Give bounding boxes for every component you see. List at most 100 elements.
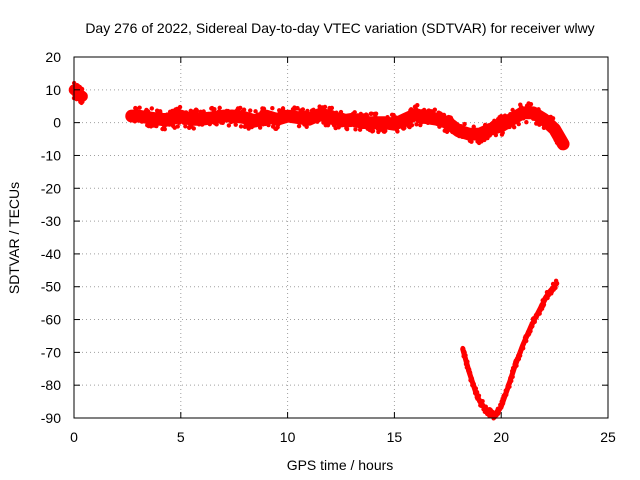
data-point (177, 104, 183, 110)
data-point (501, 126, 506, 131)
y-tick-label: -30 (41, 213, 61, 229)
data-point (463, 353, 468, 358)
data-point (466, 130, 472, 135)
data-point (241, 107, 247, 112)
data-point (516, 121, 521, 127)
data-point (554, 134, 559, 139)
data-point (208, 119, 213, 124)
data-point (352, 110, 357, 115)
data-point (504, 392, 509, 398)
data-point (472, 129, 477, 134)
data-point (279, 116, 284, 122)
data-point (295, 106, 300, 111)
data-point (402, 125, 407, 131)
data-point (259, 109, 264, 115)
data-point (370, 128, 376, 134)
data-point (507, 124, 512, 130)
data-point (555, 125, 560, 130)
data-point (220, 120, 225, 125)
data-point (322, 104, 328, 110)
data-point (80, 94, 85, 99)
data-point (517, 353, 523, 358)
data-point (550, 116, 556, 121)
data-point (267, 119, 272, 124)
data-point (405, 113, 410, 118)
data-point (524, 338, 529, 344)
data-point (158, 112, 164, 117)
data-point (351, 122, 357, 128)
data-point (509, 378, 514, 384)
data-point (500, 401, 506, 406)
series-segment-2 (125, 101, 570, 151)
data-point (225, 108, 231, 114)
data-point (509, 115, 515, 120)
data-point (511, 125, 517, 130)
data-point (185, 111, 190, 117)
chart-title: Day 276 of 2022, Sidereal Day-to-day VTE… (85, 20, 594, 36)
data-point (469, 139, 474, 144)
data-point (463, 134, 469, 140)
y-tick-label: 20 (45, 49, 61, 65)
series-segment-3 (460, 278, 560, 421)
data-point (507, 384, 512, 389)
data-point (465, 359, 470, 364)
data-point (504, 388, 510, 393)
data-point (261, 106, 267, 111)
x-tick-label: 25 (600, 429, 616, 445)
data-point (276, 121, 281, 127)
data-point (162, 126, 167, 132)
data-point (530, 108, 535, 113)
data-point (350, 114, 355, 120)
data-point (560, 141, 566, 147)
plot-frame (73, 56, 609, 419)
data-point (505, 118, 511, 124)
data-point (80, 99, 85, 104)
data-point (137, 105, 142, 110)
y-axis-label: SDTVAR / TECUs (6, 182, 22, 294)
data-point (553, 285, 558, 290)
axis-ticks: 0 5 10 15 20 25 20 10 0 -10 -20 -30 -40 -50 -60 -70 -80 -… (41, 49, 616, 445)
data-point (179, 110, 184, 115)
data-point (511, 120, 516, 125)
data-point (153, 114, 158, 120)
data-point (487, 413, 492, 419)
data-point (541, 302, 547, 307)
data-point (191, 126, 196, 131)
data-point (499, 405, 504, 410)
data-point (554, 281, 559, 286)
data-point (181, 120, 187, 125)
data-point (251, 123, 257, 128)
data-point (379, 120, 385, 126)
data-point (440, 119, 445, 124)
data-point (149, 106, 155, 111)
data-point (336, 125, 341, 130)
data-point (248, 108, 253, 113)
data-point (247, 114, 252, 120)
data-point (255, 112, 261, 117)
data-point (536, 107, 541, 112)
data-point (326, 109, 331, 115)
x-axis-label: GPS time / hours (287, 457, 394, 473)
y-tick-label: 0 (53, 115, 61, 131)
data-point (134, 106, 139, 112)
data-point (527, 114, 532, 119)
data-point (319, 108, 325, 114)
data-point (482, 122, 488, 128)
data-point (241, 110, 246, 116)
y-tick-label: -20 (41, 180, 61, 196)
y-tick-label: -10 (41, 147, 61, 163)
data-point (424, 116, 429, 121)
data-point (174, 112, 179, 117)
x-tick-label: 0 (70, 429, 78, 445)
data-point (304, 124, 309, 129)
data-point (476, 393, 482, 398)
x-tick-label: 15 (387, 429, 403, 445)
data-point (217, 105, 222, 111)
data-point (432, 107, 438, 112)
data-point (441, 112, 447, 118)
data-point (165, 117, 171, 122)
data-point (520, 346, 526, 351)
data-point (228, 113, 233, 118)
data-point (194, 108, 200, 113)
